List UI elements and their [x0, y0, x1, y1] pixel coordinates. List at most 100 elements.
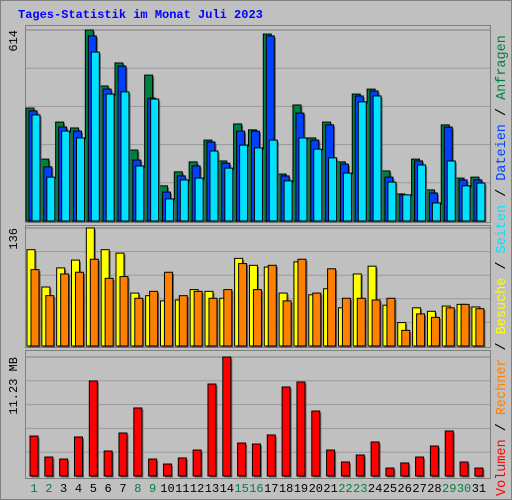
bar: [237, 442, 247, 477]
bar: [372, 95, 382, 222]
legend-separator: /: [495, 342, 510, 350]
bar: [209, 150, 219, 222]
x-tick-label: 20: [309, 482, 323, 496]
bar: [224, 167, 234, 222]
bar: [239, 144, 249, 222]
x-tick-label: 7: [119, 482, 126, 496]
y-tick-label: 11.23 MB: [7, 357, 21, 415]
x-tick-label: 23: [353, 482, 367, 496]
legend-separator: /: [495, 262, 510, 270]
bar: [386, 297, 396, 347]
bar: [355, 454, 365, 477]
bar: [417, 164, 427, 222]
bar: [88, 380, 98, 477]
bar: [162, 463, 172, 477]
bar: [150, 98, 160, 222]
bar: [164, 198, 174, 222]
bar: [296, 381, 306, 477]
bar: [327, 268, 337, 347]
x-tick-label: 26: [398, 482, 412, 496]
bar: [400, 462, 410, 477]
bar: [103, 450, 113, 477]
x-tick-label: 27: [412, 482, 426, 496]
bar: [148, 458, 158, 477]
bar: [207, 383, 217, 477]
bar: [370, 441, 380, 477]
bar: [104, 277, 114, 347]
bar: [312, 292, 322, 347]
bar: [297, 258, 307, 347]
bar: [251, 443, 261, 477]
y-tick-label: 136: [7, 228, 21, 250]
legend-separator: /: [495, 108, 510, 116]
x-tick-label: 11: [175, 482, 189, 496]
bar: [59, 458, 69, 477]
x-tick-label: 13: [205, 482, 219, 496]
x-tick-label: 8: [134, 482, 141, 496]
x-tick-label: 2: [45, 482, 52, 496]
x-tick-label: 16: [249, 482, 263, 496]
bar: [44, 456, 54, 477]
bar: [89, 258, 99, 347]
bar: [430, 316, 440, 347]
bar: [446, 160, 456, 222]
bar: [283, 180, 293, 222]
bar: [90, 51, 100, 222]
bar: [105, 93, 115, 222]
bar: [356, 297, 366, 347]
bar: [29, 435, 39, 477]
legend-entry: Volumen: [495, 439, 510, 496]
bar: [357, 101, 367, 222]
bar: [45, 295, 55, 347]
x-tick-label: 14: [220, 482, 234, 496]
bar: [193, 290, 203, 347]
bar: [223, 289, 233, 347]
x-tick-label: 24: [368, 482, 382, 496]
bar: [385, 467, 395, 477]
bar: [429, 445, 439, 477]
bar: [60, 273, 70, 347]
bar: [475, 308, 485, 347]
bar: [118, 432, 128, 477]
bar: [401, 329, 411, 347]
legend-entry: Seiten: [495, 205, 510, 254]
bar: [73, 436, 83, 477]
bar: [416, 313, 426, 347]
x-tick-label: 28: [427, 482, 441, 496]
bar: [133, 407, 143, 477]
bar: [134, 297, 144, 347]
bar: [461, 185, 471, 222]
bar: [267, 264, 277, 347]
x-tick-label: 22: [338, 482, 352, 496]
x-tick-label: 17: [264, 482, 278, 496]
bar: [460, 303, 470, 347]
legend-separator: /: [495, 189, 510, 197]
bar: [342, 172, 352, 222]
x-tick-label: 1: [30, 482, 37, 496]
bar: [238, 263, 248, 347]
bar: [268, 139, 278, 222]
bar: [135, 165, 145, 222]
legend-entry: Rechner: [495, 358, 510, 415]
bar: [371, 299, 381, 347]
x-tick-label: 15: [234, 482, 248, 496]
legend-entry: Dateien: [495, 124, 510, 181]
bar: [179, 179, 189, 222]
legend-entry: Anfragen: [495, 35, 510, 100]
bar: [341, 297, 351, 347]
x-tick-label: 21: [323, 482, 337, 496]
bar: [476, 182, 486, 222]
bar: [75, 137, 85, 222]
bar: [445, 307, 455, 347]
bar: [149, 290, 159, 347]
legend-separator: /: [495, 423, 510, 431]
x-tick-label: 25: [383, 482, 397, 496]
bar: [326, 449, 336, 477]
bar: [61, 130, 71, 222]
bar: [119, 276, 129, 347]
bar: [340, 461, 350, 477]
bar: [46, 176, 56, 222]
bar: [431, 202, 441, 222]
